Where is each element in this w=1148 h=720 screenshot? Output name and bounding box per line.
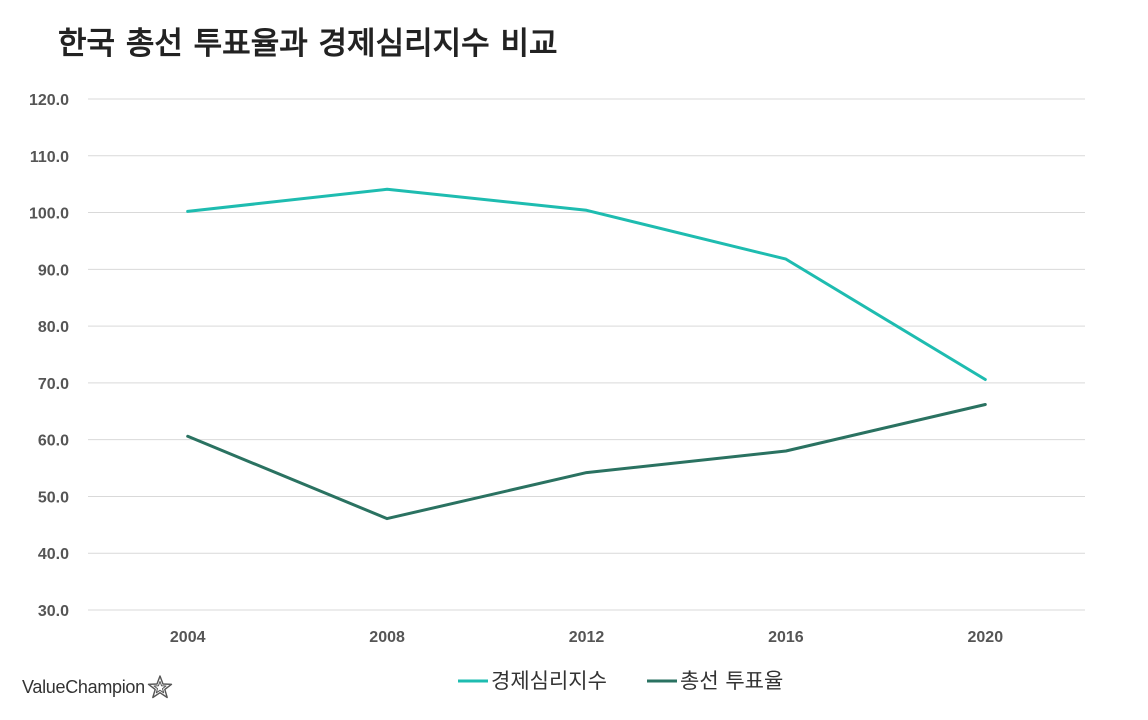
legend-label-2: 총선 투표율 [680,669,783,693]
y-tick-label: 30.0 [38,603,69,620]
y-tick-label: 120.0 [29,92,69,109]
star-icon [147,675,173,699]
y-tick-label: 80.0 [38,319,69,336]
x-tick-label: 2004 [170,629,206,646]
y-tick-label: 70.0 [38,376,69,393]
y-axis-ticks: 30.0 40.0 50.0 60.0 70.0 80.0 90.0 100.0 110.0 12… [29,92,69,620]
x-tick-label: 2020 [968,629,1004,646]
x-axis-ticks: 2004 2008 2012 2016 2020 [170,629,1003,646]
legend: 경제심리지수 총선 투표율 [458,669,783,693]
legend-label-1: 경제심리지수 [491,669,607,693]
x-tick-label: 2008 [369,629,405,646]
series-lines [186,187,987,521]
brand-logo: ValueChampion [22,674,173,700]
y-tick-label: 60.0 [38,433,69,450]
y-tick-label: 50.0 [38,489,69,506]
y-tick-label: 90.0 [38,262,69,279]
x-tick-label: 2016 [768,629,804,646]
series-line-2 [186,403,987,521]
y-tick-label: 40.0 [38,546,69,563]
y-tick-label: 100.0 [29,206,69,223]
brand-name: ValueChampion [22,676,145,697]
series-line-1 [186,187,987,381]
y-tick-label: 110.0 [30,149,69,166]
chart-title: 한국 총선 투표율과 경제심리지수 비교 [58,26,558,62]
x-tick-label: 2012 [569,629,605,646]
gridlines [88,98,1085,611]
